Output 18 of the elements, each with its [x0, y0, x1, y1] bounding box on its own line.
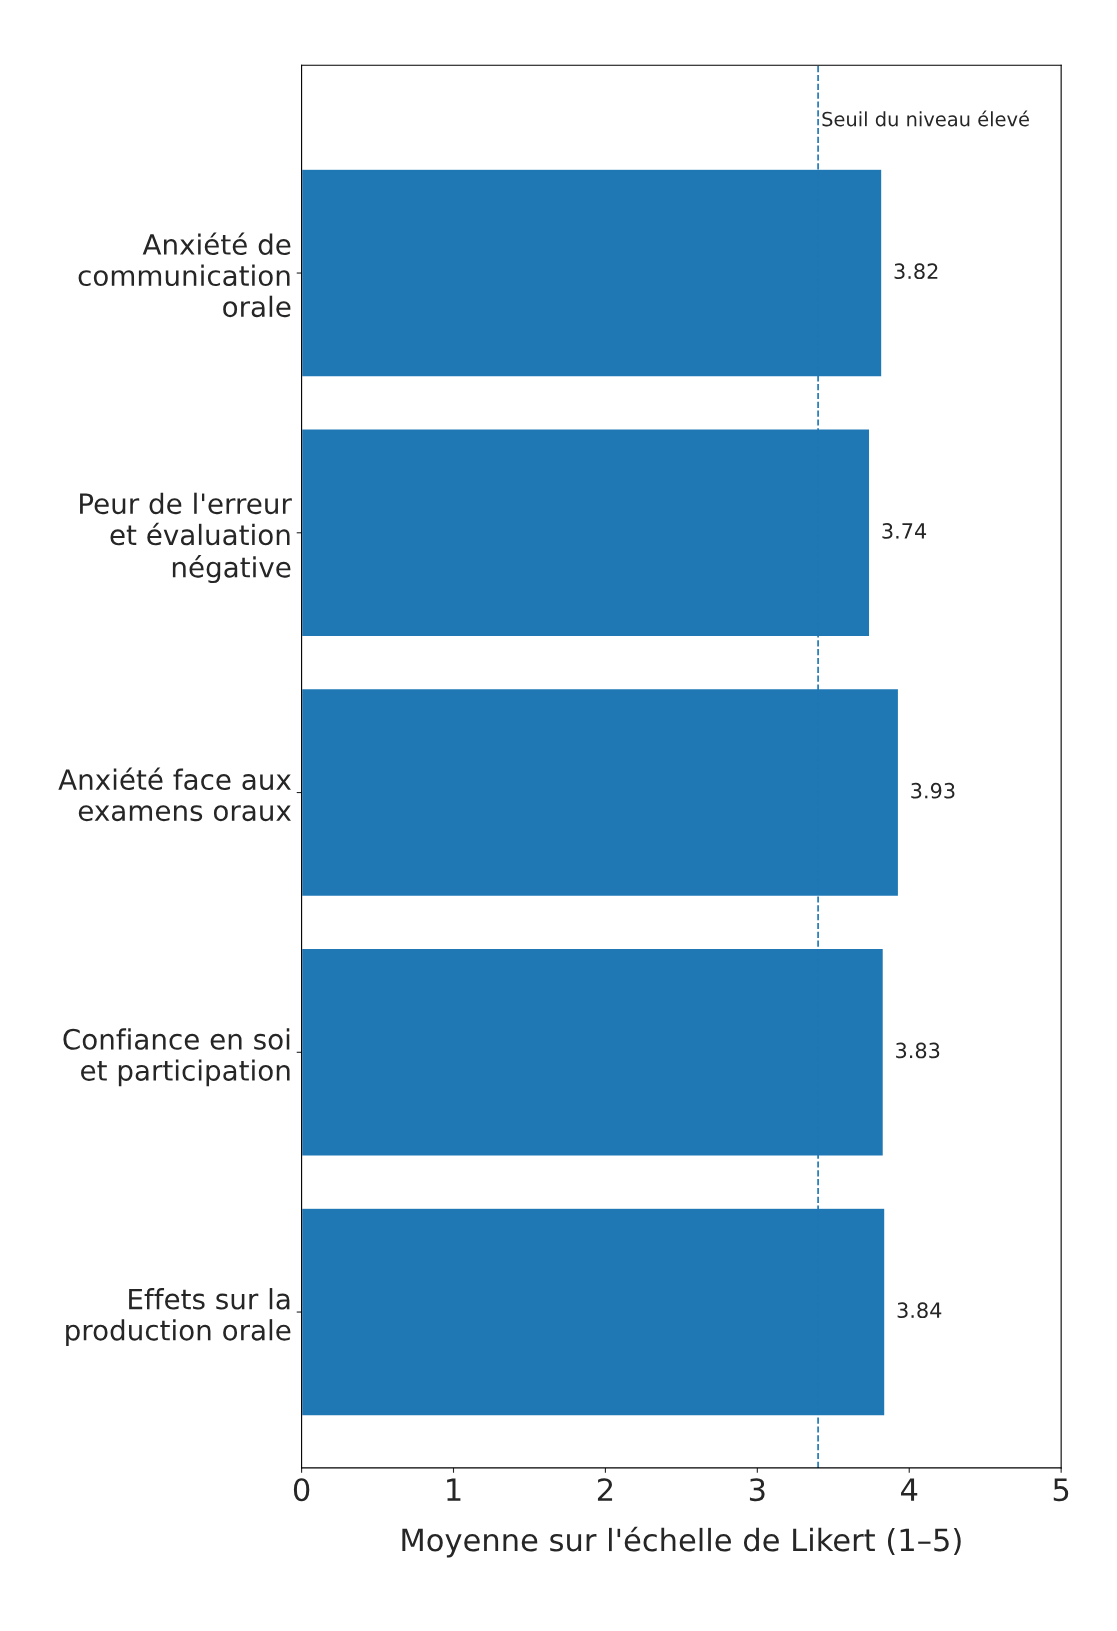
x-tick-label: 4: [901, 1478, 918, 1501]
x-tick-label: 1: [447, 1478, 461, 1501]
y-tick-label: Confiance en soi et participation: [63, 1028, 290, 1087]
x-tick-label: 0: [293, 1478, 310, 1502]
y-tick-label: Effets sur la production orale: [66, 1288, 291, 1347]
data-label: 3.93: [911, 782, 955, 799]
data-label: 3.84: [897, 1302, 942, 1319]
x-tick-label: 3: [749, 1478, 765, 1502]
ref-line-label: Seuil du niveau élevé: [822, 110, 1029, 127]
data-label: 3.74: [882, 523, 927, 539]
y-tick-label: Peur de l'erreur et évaluation négative: [80, 492, 292, 584]
x-tick-label: 2: [597, 1478, 613, 1501]
x-axis-title: Moyenne sur l'échelle de Likert (1–5): [402, 1526, 961, 1558]
y-tick-label: Anxiété de communication orale: [78, 232, 291, 318]
data-label: 3.82: [894, 263, 938, 280]
x-tick-label: 5: [1053, 1478, 1069, 1502]
y-tick-label: Anxiété face aux examens oraux: [58, 767, 291, 822]
data-label: 3.83: [896, 1042, 940, 1059]
